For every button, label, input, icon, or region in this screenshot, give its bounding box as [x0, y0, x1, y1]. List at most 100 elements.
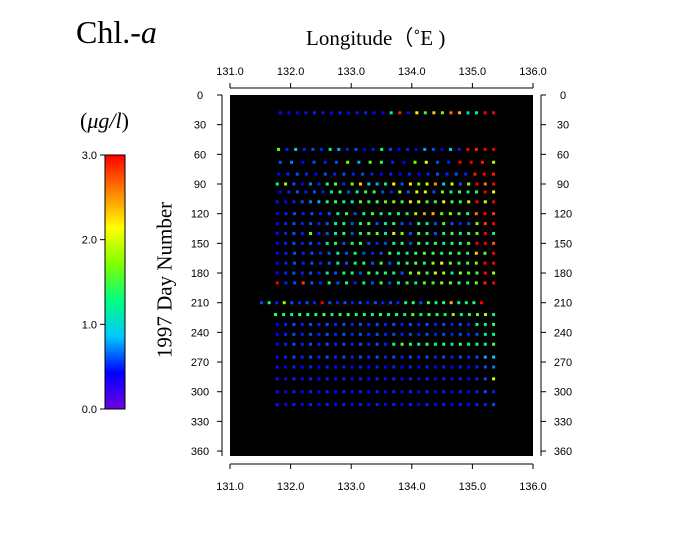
- data-point: [317, 200, 321, 204]
- data-point: [284, 200, 288, 204]
- data-point: [403, 313, 407, 317]
- data-point: [317, 403, 321, 407]
- data-point: [350, 322, 354, 326]
- colorbar: 0.0 1.0 2.0 3.0: [82, 150, 126, 416]
- data-point: [379, 281, 383, 285]
- data-point: [344, 251, 348, 255]
- data-point: [458, 342, 462, 346]
- data-point: [325, 231, 329, 235]
- data-point: [467, 200, 471, 204]
- data-point: [492, 147, 496, 151]
- x-tick-label-bottom: 132.0: [277, 481, 305, 493]
- data-point: [392, 403, 396, 407]
- data-point: [312, 190, 316, 194]
- y-tick-label-right: 330: [554, 416, 572, 428]
- data-point: [350, 222, 354, 226]
- data-point: [358, 342, 362, 346]
- data-point: [358, 365, 362, 369]
- data-point: [290, 160, 294, 164]
- data-point: [358, 332, 362, 336]
- data-point: [275, 222, 279, 226]
- data-point: [338, 111, 342, 115]
- data-point: [334, 403, 338, 407]
- data-point: [284, 322, 288, 326]
- data-point: [362, 212, 366, 216]
- data-point: [396, 212, 400, 216]
- data-point: [312, 160, 316, 164]
- data-point: [474, 251, 478, 255]
- data-point: [417, 222, 421, 226]
- data-point: [475, 403, 479, 407]
- data-point: [305, 172, 309, 176]
- data-point: [310, 251, 314, 255]
- data-point: [483, 200, 487, 204]
- data-point: [492, 172, 496, 176]
- data-point: [483, 182, 487, 186]
- data-point: [319, 281, 323, 285]
- data-point: [402, 160, 406, 164]
- data-point: [325, 403, 329, 407]
- data-point: [425, 332, 429, 336]
- data-point: [417, 332, 421, 336]
- data-point: [367, 241, 371, 245]
- data-point: [422, 251, 426, 255]
- x-tick-label-top: 136.0: [519, 66, 547, 78]
- data-point: [275, 231, 279, 235]
- data-point: [492, 322, 496, 326]
- data-point: [483, 111, 487, 115]
- data-point: [433, 241, 437, 245]
- data-point: [375, 322, 379, 326]
- data-point: [450, 322, 454, 326]
- data-point: [474, 261, 478, 265]
- y-tick-label-left: 180: [191, 268, 209, 280]
- data-point: [433, 342, 437, 346]
- data-point: [425, 377, 429, 381]
- data-point: [342, 403, 346, 407]
- data-point: [317, 271, 321, 275]
- data-point: [362, 261, 366, 265]
- data-point: [327, 281, 331, 285]
- data-point: [396, 261, 400, 265]
- unit-text: μg/l: [87, 108, 122, 133]
- data-point: [342, 271, 346, 275]
- data-point: [404, 301, 408, 305]
- data-point: [419, 313, 423, 317]
- data-point: [492, 365, 496, 369]
- data-point: [292, 222, 296, 226]
- data-point: [284, 377, 288, 381]
- data-point: [275, 322, 279, 326]
- y-axis-right: 0 30 60 90 120 150 180 210 240 270 300 330 360: [540, 90, 572, 458]
- data-point: [336, 261, 340, 265]
- data-point: [346, 160, 350, 164]
- data-point: [312, 111, 316, 115]
- data-point: [383, 200, 387, 204]
- data-point: [425, 271, 429, 275]
- data-point: [319, 212, 323, 216]
- y-tick-label-left: 90: [194, 179, 206, 191]
- data-point: [342, 377, 346, 381]
- data-point: [321, 190, 325, 194]
- y-tick-label-left: 240: [191, 327, 209, 339]
- data-point: [414, 147, 418, 151]
- data-point: [358, 200, 362, 204]
- data-point: [275, 355, 279, 359]
- data-point: [305, 301, 309, 305]
- data-point: [325, 322, 329, 326]
- data-point: [372, 111, 376, 115]
- data-point: [350, 355, 354, 359]
- data-point: [383, 390, 387, 394]
- data-point: [440, 261, 444, 265]
- data-point: [370, 172, 374, 176]
- data-point: [292, 377, 296, 381]
- data-point: [415, 111, 419, 115]
- data-point: [474, 212, 478, 216]
- data-point: [433, 365, 437, 369]
- data-point: [292, 403, 296, 407]
- data-point: [433, 332, 437, 336]
- data-point: [378, 313, 382, 317]
- data-point: [492, 231, 496, 235]
- data-point: [304, 111, 308, 115]
- data-point: [400, 332, 404, 336]
- data-point: [431, 147, 435, 151]
- data-point: [450, 182, 454, 186]
